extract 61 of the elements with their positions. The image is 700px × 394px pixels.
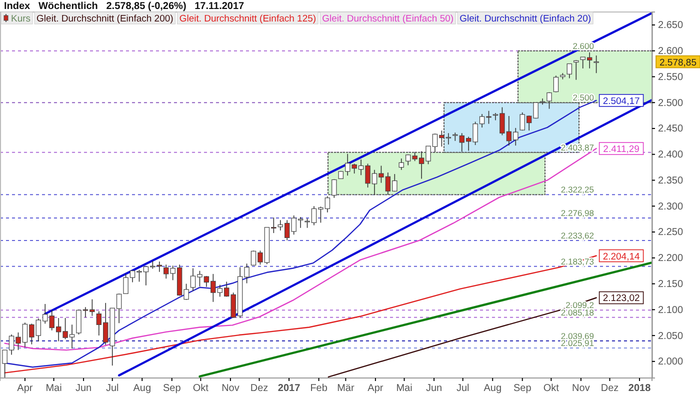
candlestick bbox=[566, 63, 572, 79]
line-series bbox=[4, 255, 597, 374]
x-tick-label: Apr bbox=[368, 383, 384, 394]
x-tick-label: Jun bbox=[75, 383, 92, 394]
ref-line-label: 2.039,69 bbox=[560, 330, 594, 341]
x-tick-label: Okt bbox=[543, 383, 560, 394]
x-tick-label: Feb bbox=[310, 383, 328, 394]
text: Gleit. Durchschnitt (Einfach 125) bbox=[179, 14, 316, 24]
y-tick-label: 2.300 bbox=[658, 201, 684, 212]
ref-line-label: 2.276,98 bbox=[560, 208, 594, 218]
y-tick-label: 2.350 bbox=[658, 175, 684, 186]
x-tick-label: Okt bbox=[192, 383, 209, 394]
x-tick-label: Aug bbox=[133, 383, 152, 394]
x-tick-label: Jul bbox=[106, 383, 119, 394]
data-label: 2.411,29 bbox=[603, 144, 640, 156]
candlestick bbox=[594, 55, 599, 74]
text: Gleit. Durchschnitt (Einfach 200) bbox=[36, 14, 174, 24]
x-tick-label: Nov bbox=[572, 383, 590, 394]
y-tick-label: 2.000 bbox=[658, 356, 684, 368]
x-tick-label: Jul bbox=[456, 383, 470, 394]
ref-line-label: 2.322,25 bbox=[560, 184, 594, 195]
x-tick-label: Mai bbox=[396, 383, 412, 394]
y-tick-label: 2.200 bbox=[658, 253, 684, 264]
x-tick-label: Mär bbox=[337, 383, 355, 394]
candlestick bbox=[332, 178, 337, 198]
x-tick-label: Mai bbox=[46, 383, 62, 394]
x-tick-label: Apr bbox=[17, 383, 34, 394]
text: Gleit. Durchschnitt (Einfach 20) bbox=[460, 14, 592, 24]
x-tick-label: Dez bbox=[600, 383, 619, 394]
y-tick-label: 2.050 bbox=[658, 330, 684, 342]
data-label: 2.204,14 bbox=[602, 251, 640, 262]
x-tick-label: Jun bbox=[426, 383, 442, 394]
x-tick-label: Nov bbox=[222, 383, 240, 394]
text: 2.578,85 bbox=[660, 57, 696, 68]
y-tick-label: 2.600 bbox=[658, 46, 684, 58]
candlestick bbox=[574, 60, 579, 80]
x-tick-label: 2018 bbox=[628, 383, 652, 394]
x-tick-label: 2017 bbox=[278, 383, 301, 394]
text: Gleit. Durchschnitt (Einfach 50) bbox=[322, 14, 454, 24]
ref-line-label: 2.403,87 bbox=[560, 142, 594, 152]
candlestick bbox=[553, 75, 559, 93]
data-label: 2.123,02 bbox=[602, 293, 640, 304]
y-tick-label: 2.400 bbox=[658, 150, 684, 161]
x-tick-label: Sep bbox=[513, 383, 532, 394]
legend-label: Kurs bbox=[11, 14, 31, 24]
y-tick-label: 2.100 bbox=[658, 304, 684, 316]
x-tick-label: Aug bbox=[484, 383, 502, 394]
ref-line-label: 2.233,62 bbox=[560, 230, 594, 240]
line-series bbox=[328, 297, 597, 378]
x-tick-label: Dez bbox=[250, 383, 268, 394]
ref-line-label: 2.500 bbox=[572, 92, 594, 103]
data-label: 2.504,17 bbox=[602, 96, 640, 107]
y-tick-label: 2.450 bbox=[658, 124, 684, 135]
y-tick-label: 2.500 bbox=[658, 98, 684, 109]
y-tick-label: 2.150 bbox=[658, 278, 684, 290]
candlestick bbox=[398, 158, 404, 170]
y-tick-label: 2.650 bbox=[658, 20, 684, 32]
x-tick-label: Sep bbox=[162, 383, 182, 394]
y-tick-label: 2.250 bbox=[658, 227, 684, 238]
y-tick-label: 2.550 bbox=[658, 72, 684, 83]
chart-title: Index Wöchentlich 2.578,85 (-0,26%) 17.11.2017 bbox=[4, 1, 245, 12]
